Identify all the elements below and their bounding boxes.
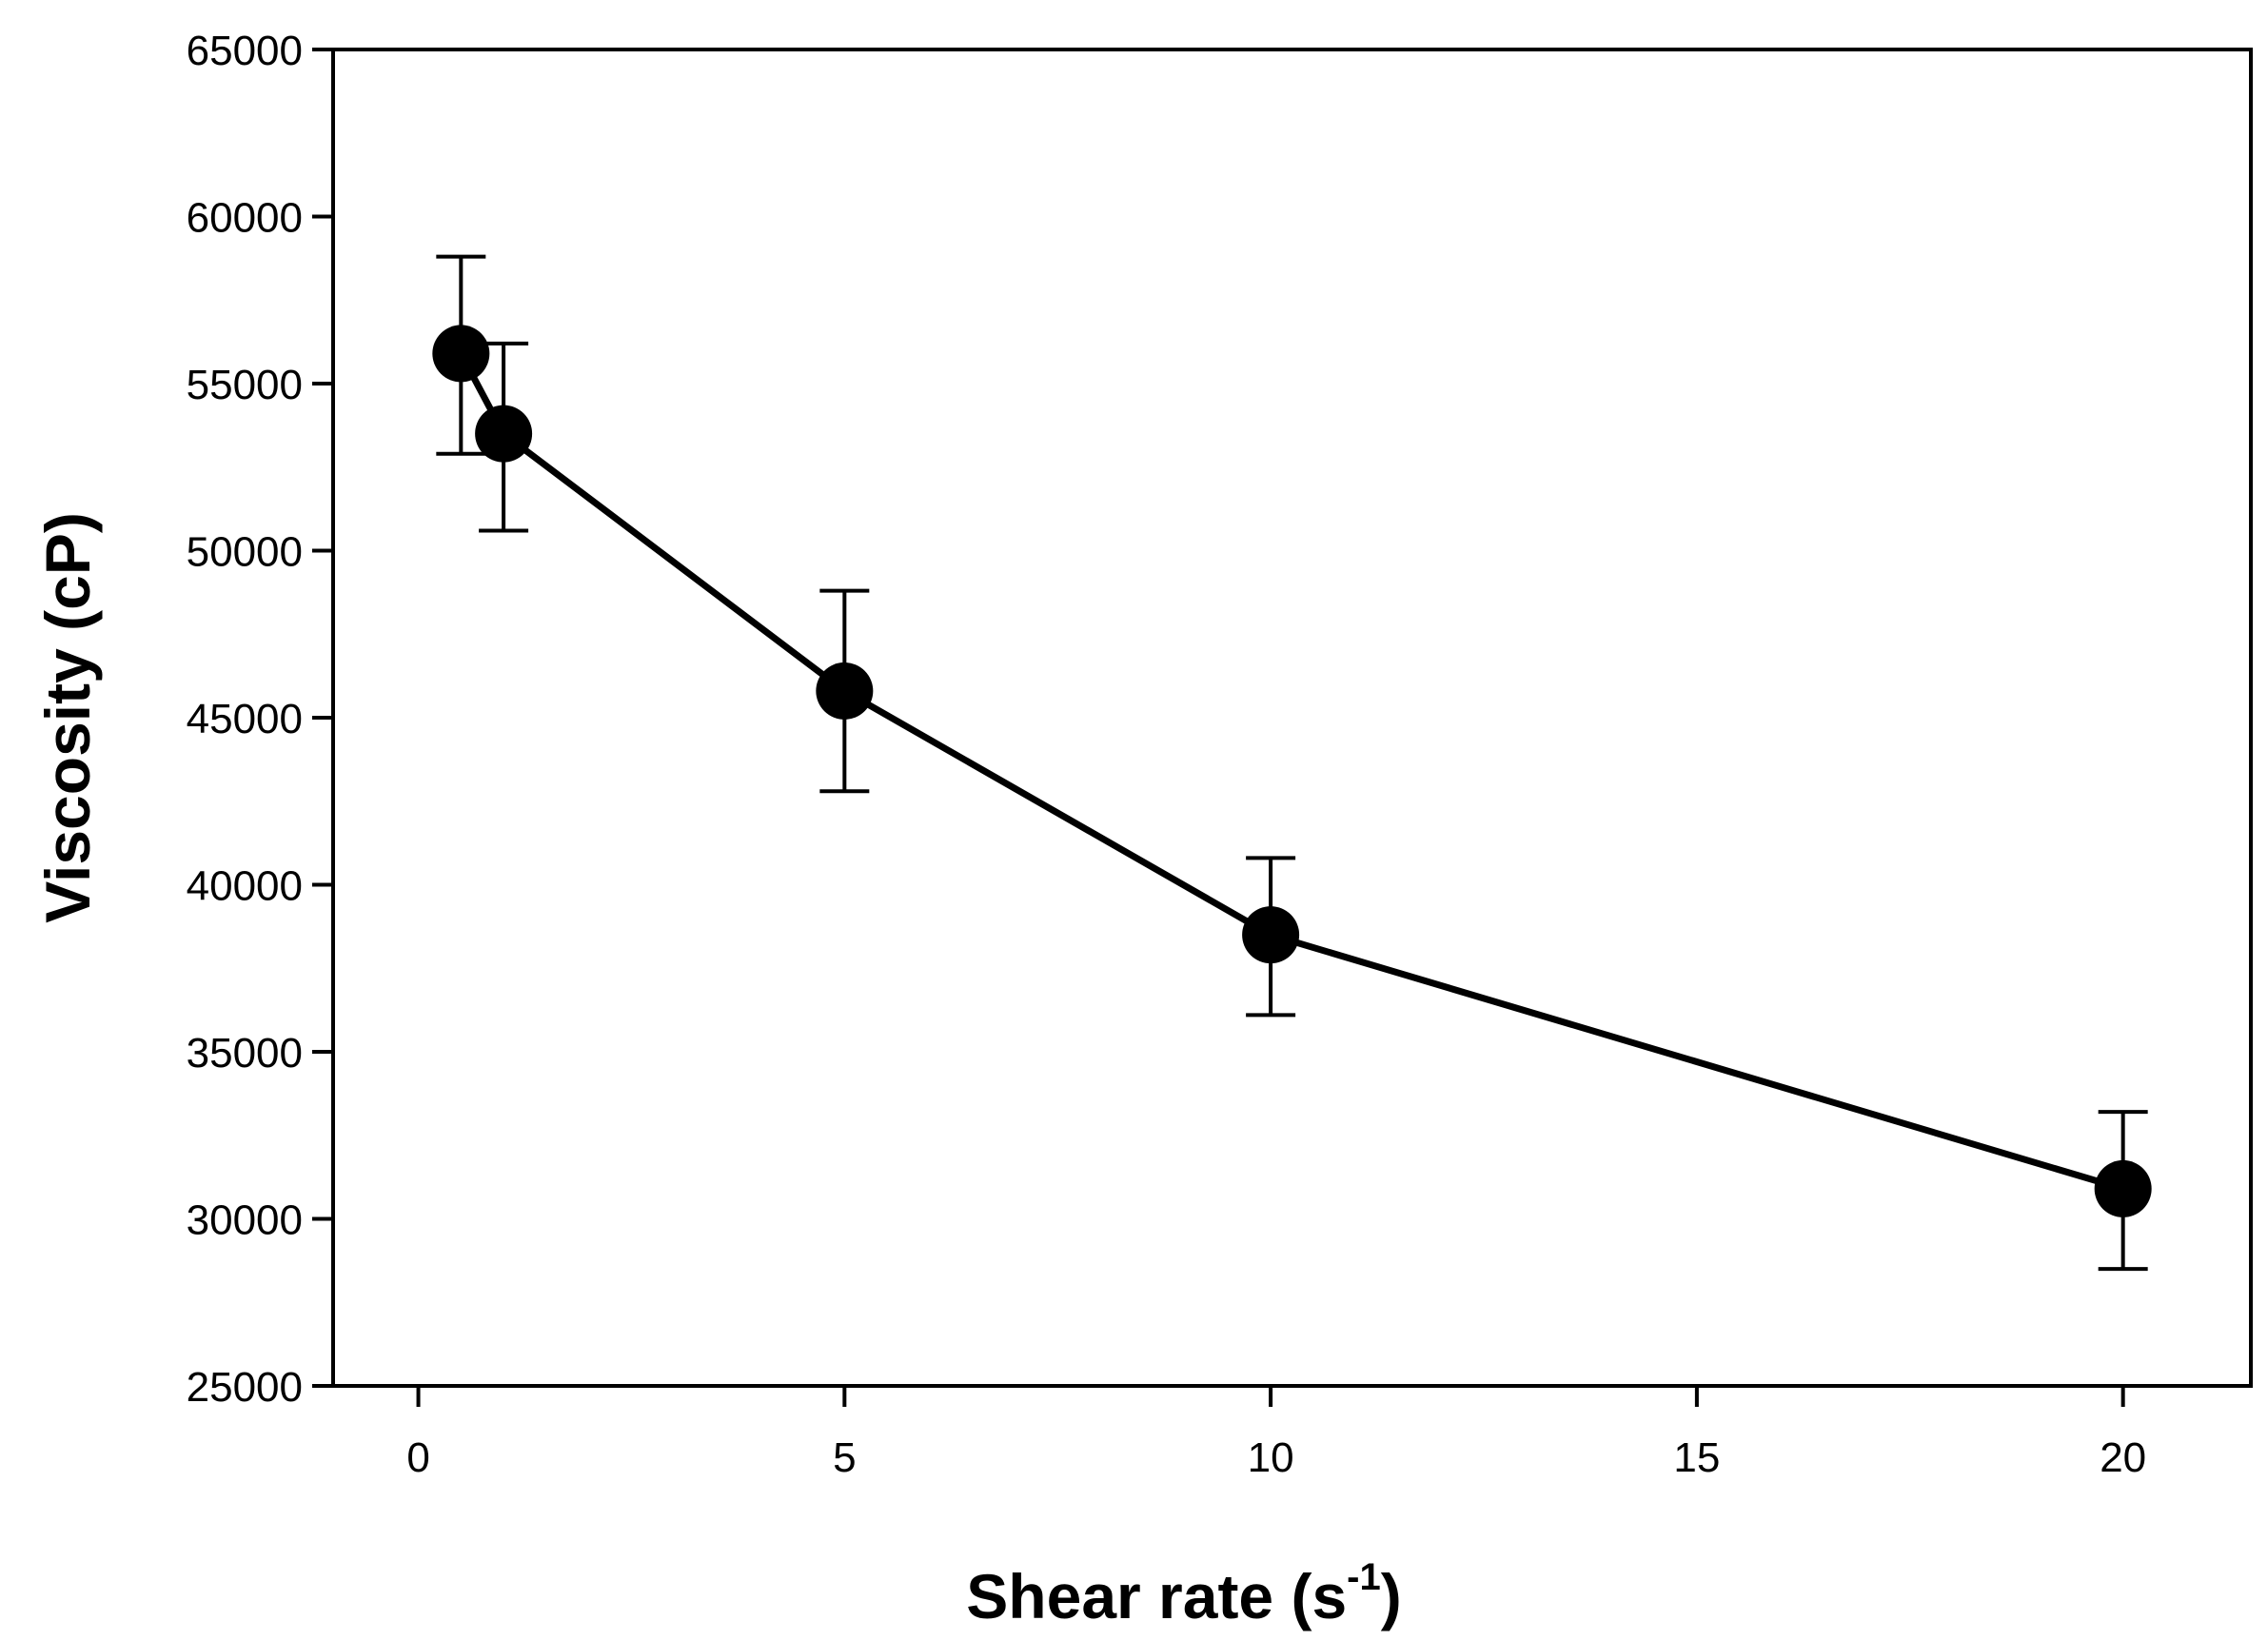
- x-tick-label: 0: [406, 1434, 429, 1481]
- y-tick-label: 60000: [187, 195, 303, 242]
- data-point: [2094, 1159, 2152, 1217]
- x-axis-title: Shear rate (s-1): [966, 1556, 1401, 1631]
- x-tick-label: 20: [2100, 1434, 2146, 1481]
- data-point: [432, 325, 490, 383]
- y-tick-label: 45000: [187, 696, 303, 742]
- data-point: [475, 405, 533, 463]
- y-tick-label: 40000: [187, 863, 303, 910]
- data-point: [816, 662, 874, 720]
- x-axis-title-close: ): [1381, 1561, 1402, 1631]
- y-tick-label: 50000: [187, 529, 303, 576]
- x-tick-label: 10: [1248, 1434, 1294, 1481]
- y-tick-label: 30000: [187, 1197, 303, 1244]
- y-axis-title: Viscosity (cP): [32, 512, 103, 923]
- y-tick-label: 35000: [187, 1030, 303, 1077]
- y-tick-label: 55000: [187, 362, 303, 408]
- y-tick-label: 25000: [187, 1364, 303, 1411]
- x-tick-label: 15: [1673, 1434, 1720, 1481]
- x-axis-title-superscript: -1: [1347, 1556, 1381, 1598]
- data-point: [1242, 906, 1300, 964]
- x-axis: 0 5 10 15 20: [406, 1386, 2146, 1481]
- y-tick-label: 65000: [187, 28, 303, 74]
- y-axis: 25000 30000 35000 40000 45000 50000 55000 60000…: [187, 28, 333, 1411]
- x-axis-title-main: Shear rate (s: [966, 1561, 1347, 1631]
- plot-frame: [331, 48, 2253, 1388]
- series-line: [458, 351, 2124, 1193]
- x-tick-label: 5: [833, 1434, 856, 1481]
- data-markers: [432, 325, 2152, 1217]
